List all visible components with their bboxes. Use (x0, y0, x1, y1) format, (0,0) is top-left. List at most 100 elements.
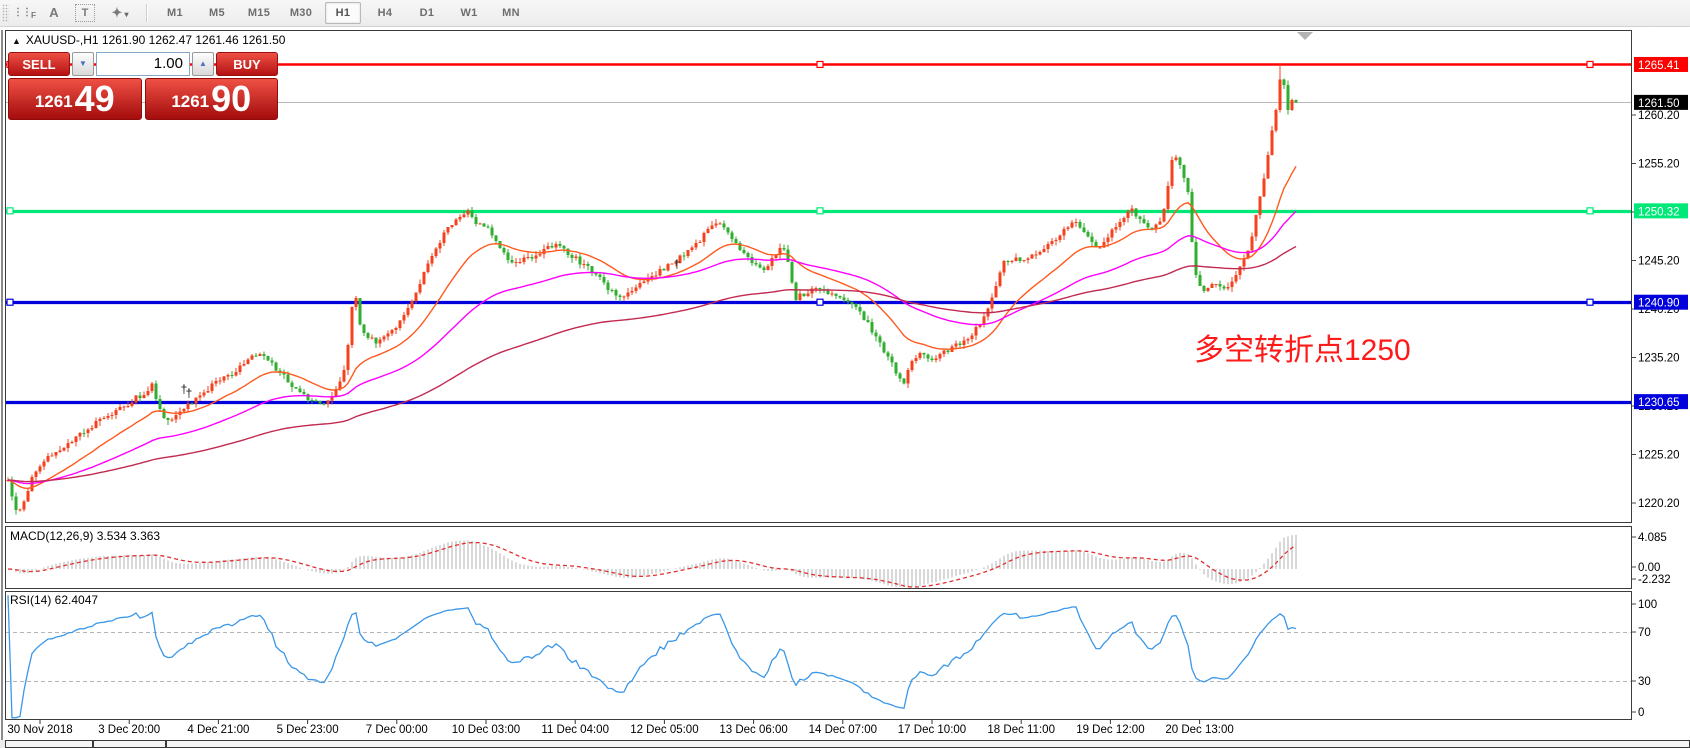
chart-text-annotation[interactable]: 多空转折点1250 (1194, 334, 1411, 367)
bottom-scroll-area[interactable] (166, 740, 1690, 748)
price-badge-1240.90 (1634, 294, 1688, 310)
candle-body (310, 400, 314, 402)
candle-body (806, 293, 810, 297)
top-toolbar: ⋮⋮F A T ✦ ▾ M1 M5 M15 M30 H1 H4 D1 W1 MN (0, 0, 1690, 27)
chart-title[interactable]: ▲ XAUUSD-,H1 1261.90 1262.47 1261.46 1261… (12, 33, 285, 47)
moving-average-fast (7, 166, 1297, 490)
candle-body (226, 374, 230, 377)
crosshair-tool-icon[interactable]: ✦ ▾ (101, 2, 139, 24)
timeframe-button-m30[interactable]: M30 (289, 7, 313, 19)
candle-body (1130, 208, 1134, 212)
candle-body (302, 392, 306, 395)
timeframe-button-h4[interactable]: H4 (377, 7, 393, 19)
candle-body (954, 343, 958, 347)
candle-body (1062, 229, 1066, 236)
candle-body (650, 276, 654, 279)
price-tick-label: 1235.20 (1638, 353, 1680, 365)
candle-body (958, 343, 962, 345)
candle-body (1106, 237, 1110, 242)
candle-body (390, 330, 394, 334)
timeframe-button-m15[interactable]: M15 (247, 7, 271, 19)
bottom-tab[interactable] (93, 740, 166, 748)
candle-body (1042, 249, 1046, 253)
candle-body (1126, 211, 1130, 219)
buy-button[interactable]: BUY (216, 52, 278, 76)
candle-body (378, 339, 382, 344)
timeframe-button-m1[interactable]: M1 (167, 7, 183, 19)
candle-body (882, 342, 886, 353)
candle-body (1018, 257, 1022, 262)
candle-body (254, 355, 258, 357)
candle-body (654, 275, 658, 277)
date-tick-label: 14 Dec 07:00 (809, 724, 877, 736)
candle-body (966, 338, 970, 341)
cursor-a-icon[interactable]: A (49, 5, 59, 20)
candle-body (410, 301, 414, 309)
volume-input[interactable]: 1.00 (96, 52, 190, 76)
candle-body (146, 390, 150, 396)
volume-increase-button[interactable]: ▲ (192, 52, 214, 76)
candle-body (1102, 241, 1106, 248)
buy-price-button[interactable]: 1261 90 (144, 78, 278, 120)
dagger-marker: † (181, 382, 188, 396)
text-tool-icon[interactable]: T (75, 4, 95, 22)
candle-body (430, 255, 434, 264)
timeframe-button-h1[interactable]: H1 (325, 2, 361, 24)
date-tick-label: 5 Dec 23:00 (277, 724, 339, 736)
timeframe-button-m5[interactable]: M5 (209, 7, 225, 19)
candle-body (574, 256, 578, 259)
volume-decrease-button[interactable]: ▼ (72, 52, 94, 76)
candle-body (894, 362, 898, 374)
candle-body (534, 255, 538, 259)
price-tick-label: 1225.20 (1638, 450, 1680, 462)
chart-grid-icon[interactable]: ⋮⋮F (12, 7, 36, 20)
candle-body (866, 320, 870, 323)
candle-body (930, 358, 934, 360)
price-tick-label: 1245.20 (1638, 256, 1680, 268)
candle-body (618, 295, 622, 297)
macd-scale-label: 4.085 (1638, 532, 1667, 544)
candle-body (770, 258, 774, 267)
candle-body (18, 509, 22, 511)
candle-body (1222, 286, 1226, 289)
candle-body (834, 293, 838, 296)
candle-body (338, 381, 342, 389)
candle-body (122, 406, 126, 408)
candle-body (246, 359, 250, 364)
candle-body (282, 373, 286, 375)
candle-body (162, 409, 166, 419)
sell-price-button[interactable]: 1261 49 (8, 78, 142, 120)
candle-body (922, 352, 926, 355)
candle-body (722, 223, 726, 228)
candle-body (1186, 177, 1190, 193)
candle-body (38, 466, 42, 472)
candle-body (1190, 192, 1194, 243)
dagger-marker: † (674, 257, 681, 271)
line-handle (1586, 207, 1594, 215)
candle-body (438, 242, 442, 249)
candle-body (1210, 283, 1214, 288)
sell-button[interactable]: SELL (8, 52, 70, 76)
rsi-scale-label: 30 (1638, 676, 1651, 688)
price-badge-1250.32 (1634, 203, 1688, 219)
bottom-tab[interactable] (5, 740, 93, 748)
timeframe-button-w1[interactable]: W1 (460, 7, 478, 19)
toolbar-grip[interactable] (2, 4, 9, 22)
collapse-arrow-icon[interactable]: ▲ (12, 36, 21, 46)
candle-body (294, 387, 298, 389)
candle-body (750, 256, 754, 263)
candle-body (1138, 216, 1142, 220)
macd-scale-label: -2.232 (1638, 574, 1671, 586)
candle-body (850, 301, 854, 304)
candle-body (58, 450, 62, 453)
candle-body (474, 217, 478, 225)
timeframe-button-d1[interactable]: D1 (419, 7, 435, 19)
price-badge-label: 1250.32 (1638, 206, 1680, 218)
candle-body (346, 345, 350, 371)
candle-body (518, 261, 522, 263)
candle-body (370, 337, 374, 339)
candle-body (826, 290, 830, 294)
candle-body (890, 356, 894, 363)
line-handle (816, 298, 824, 306)
timeframe-button-mn[interactable]: MN (502, 7, 520, 19)
